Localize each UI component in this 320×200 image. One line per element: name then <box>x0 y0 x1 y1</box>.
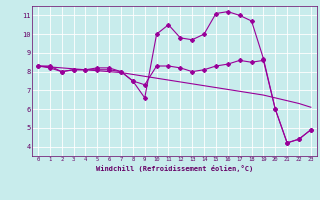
X-axis label: Windchill (Refroidissement éolien,°C): Windchill (Refroidissement éolien,°C) <box>96 165 253 172</box>
